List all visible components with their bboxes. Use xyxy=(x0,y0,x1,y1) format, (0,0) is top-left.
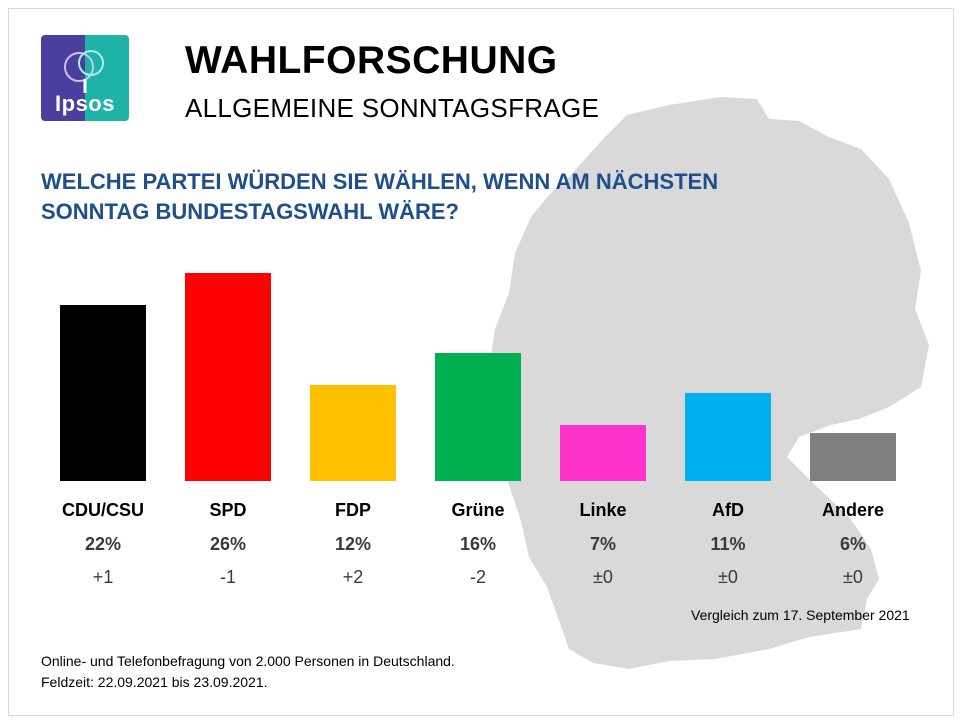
bar-cdu-csu xyxy=(60,305,146,481)
comparison-note: Vergleich zum 17. September 2021 xyxy=(691,607,910,623)
change-label-grüne: -2 xyxy=(470,567,486,587)
category-label-cdu-csu: CDU/CSU xyxy=(62,500,144,520)
value-label-fdp: 12% xyxy=(335,534,371,554)
value-label-andere: 6% xyxy=(840,534,866,554)
survey-question: WELCHE PARTEI WÜRDEN SIE WÄHLEN, WENN AM… xyxy=(41,167,801,227)
change-label-fdp: +2 xyxy=(343,567,364,587)
bar-afd xyxy=(685,393,771,481)
bar-chart: CDU/CSU 22% +1 SPD 26% -1 FDP 12% +2 Grüne 16% -2 Li… xyxy=(60,273,896,587)
bar-spd xyxy=(185,273,271,481)
value-label-cdu-csu: 22% xyxy=(85,534,121,554)
change-label-cdu-csu: +1 xyxy=(93,567,114,587)
bar-fdp xyxy=(310,385,396,481)
change-label-afd: ±0 xyxy=(718,567,738,587)
value-label-afd: 11% xyxy=(710,534,745,554)
methodology-line-2: Feldzeit: 22.09.2021 bis 23.09.2021. xyxy=(41,674,268,690)
methodology-note: Online- und Telefonbefragung von 2.000 P… xyxy=(41,651,455,693)
germany-map-background xyxy=(485,97,929,669)
category-label-andere: Andere xyxy=(822,500,884,520)
change-label-linke: ±0 xyxy=(593,567,613,587)
value-label-grüne: 16% xyxy=(460,534,496,554)
logo-text: Ipsos xyxy=(55,91,115,116)
category-label-linke: Linke xyxy=(579,500,626,520)
change-label-andere: ±0 xyxy=(843,567,863,587)
category-label-fdp: FDP xyxy=(335,500,371,520)
slide: Ipsos WAHLFORSCHUNG ALLGEMEINE SONNTAGSF… xyxy=(8,8,954,716)
page-title: WAHLFORSCHUNG xyxy=(185,39,558,82)
value-label-linke: 7% xyxy=(590,534,616,554)
methodology-line-1: Online- und Telefonbefragung von 2.000 P… xyxy=(41,653,455,669)
survey-question-line-1: WELCHE PARTEI WÜRDEN SIE WÄHLEN, WENN AM… xyxy=(41,169,719,194)
page-subtitle: ALLGEMEINE SONNTAGSFRAGE xyxy=(185,93,600,123)
bar-andere xyxy=(810,433,896,481)
category-label-spd: SPD xyxy=(209,500,246,520)
survey-question-line-2: SONNTAG BUNDESTAGSWAHL WÄRE? xyxy=(41,199,459,224)
category-label-afd: AfD xyxy=(712,500,744,520)
bar-linke xyxy=(560,425,646,481)
category-label-grüne: Grüne xyxy=(451,500,504,520)
ipsos-logo: Ipsos xyxy=(41,35,129,121)
change-label-spd: -1 xyxy=(220,567,236,587)
bar-grüne xyxy=(435,353,521,481)
value-label-spd: 26% xyxy=(210,534,246,554)
tree-head-icon xyxy=(64,50,104,93)
